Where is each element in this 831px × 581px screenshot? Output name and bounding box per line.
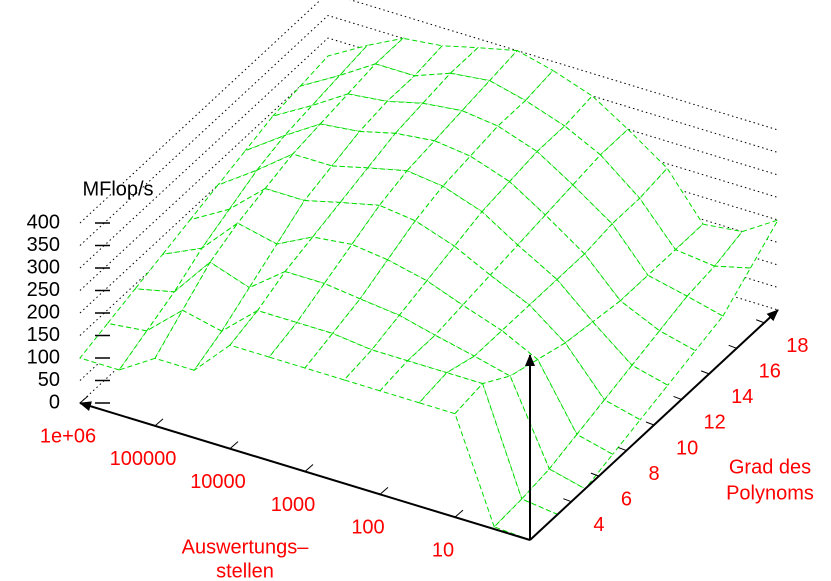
- y-tick: [563, 498, 572, 503]
- z-tick-label: 200: [27, 301, 60, 323]
- x-tick: [379, 486, 389, 495]
- x-tick: [229, 441, 239, 450]
- grid-line: [79, 0, 779, 224]
- surface-cell: [268, 321, 334, 369]
- surface-cell: [173, 222, 239, 293]
- y-tick: [618, 447, 627, 452]
- x-tick-label: 10: [432, 539, 454, 561]
- y-tick: [700, 370, 710, 375]
- surface-cell: [461, 274, 531, 332]
- y-tick-label: 4: [593, 514, 604, 536]
- y-tick-label: 18: [786, 335, 808, 357]
- y-axis-label: Grad des: [729, 456, 811, 478]
- grid-line: [79, 14, 779, 246]
- surface-cell: [358, 100, 424, 134]
- z-tick-label: 100: [27, 346, 60, 368]
- x-tick-label: 10000: [190, 471, 246, 493]
- z-tick-label: 300: [27, 256, 60, 278]
- x-axis-label: stellen: [216, 560, 274, 581]
- z-axis-label: MFlop/s: [82, 178, 153, 200]
- surface-cell: [497, 99, 566, 153]
- y-tick: [756, 319, 765, 324]
- x-axis-label: Auswertungs–: [182, 536, 310, 558]
- z-tick-label: 50: [38, 369, 60, 391]
- surface-cell: [548, 433, 614, 490]
- z-tick-label: 400: [27, 211, 60, 233]
- z-tick-label: 150: [27, 324, 60, 346]
- y-tick-label: 8: [648, 463, 659, 485]
- y-tick-label: 16: [759, 361, 781, 383]
- surface-cell: [413, 45, 480, 77]
- y-tick-label: 6: [621, 488, 632, 510]
- y-tick: [673, 395, 682, 400]
- axes: 0501001502002503003504001010010001000010…: [27, 178, 814, 581]
- x-tick-label: 1000: [271, 494, 316, 516]
- x-tick-label: 100: [351, 517, 384, 539]
- x-tick: [79, 395, 89, 404]
- z-tick-label: 250: [27, 279, 60, 301]
- surface-cell: [713, 219, 780, 269]
- y-axis-label: Polynoms: [726, 482, 814, 504]
- y-tick-label: 14: [731, 386, 753, 408]
- x-tick-label: 100000: [110, 448, 177, 470]
- surface-cell: [454, 382, 523, 528]
- grid-line: [79, 37, 779, 269]
- x-tick: [454, 509, 464, 518]
- surface-cell: [406, 334, 476, 374]
- y-tick: [645, 421, 655, 426]
- y-tick: [728, 344, 737, 349]
- x-tick: [304, 464, 314, 472]
- surface-cell: [304, 332, 373, 381]
- x-tick: [154, 418, 164, 427]
- y-tick: [590, 472, 600, 477]
- y-tick-label: 10: [676, 437, 698, 459]
- surface-cell: [592, 300, 661, 367]
- surface: [79, 37, 780, 541]
- z-tick-label: 350: [27, 234, 60, 256]
- z-tick-label: 0: [49, 391, 60, 413]
- y-tick-label: 12: [704, 412, 726, 434]
- surface-cell: [583, 223, 649, 302]
- x-tick-label: 1e+06: [40, 425, 96, 447]
